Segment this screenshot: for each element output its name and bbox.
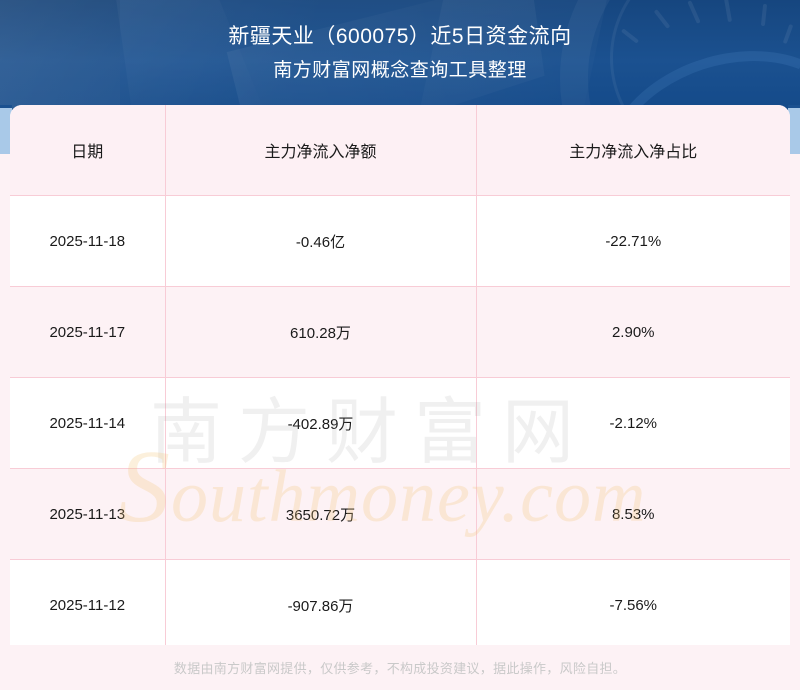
banner-accent-strip-left [0,108,12,154]
cell-net-ratio: -22.71% [476,195,790,287]
table-row: 2025-11-18 -0.46亿 -22.71% [10,195,790,287]
footer: 数据由南方财富网提供，仅供参考，不构成投资建议，据此操作，风险自担。 [0,645,800,690]
fund-flow-table-container: 日期 主力净流入净额 主力净流入净占比 2025-11-18 -0.46亿 -2… [10,105,790,651]
cell-date: 2025-11-18 [10,195,166,287]
cell-net-amount: 3650.72万 [165,468,477,560]
cell-net-amount: -0.46亿 [165,195,477,287]
column-header-net-amount: 主力净流入净额 [165,105,477,196]
table-row: 2025-11-17 610.28万 2.90% [10,286,790,378]
fund-flow-table: 日期 主力净流入净额 主力净流入净占比 2025-11-18 -0.46亿 -2… [10,105,790,651]
column-header-net-ratio: 主力净流入净占比 [476,105,790,196]
cell-net-amount: -907.86万 [165,559,477,651]
column-header-date: 日期 [10,105,166,196]
table-body: 2025-11-18 -0.46亿 -22.71% 2025-11-17 610… [10,195,790,651]
cell-date: 2025-11-17 [10,286,166,378]
table-header-row: 日期 主力净流入净额 主力净流入净占比 [10,105,790,196]
disclaimer-text: 数据由南方财富网提供，仅供参考，不构成投资建议，据此操作，风险自担。 [173,661,627,676]
table-row: 2025-11-12 -907.86万 -7.56% [10,559,790,651]
cell-date: 2025-11-13 [10,468,166,560]
cell-net-ratio: -2.12% [476,377,790,469]
page-title: 新疆天业（600075）近5日资金流向 [228,25,572,48]
cell-net-ratio: 2.90% [476,286,790,378]
cell-net-ratio: 8.53% [476,468,790,560]
page-subtitle: 南方财富网概念查询工具整理 [273,60,527,82]
banner-accent-strip-right [788,108,800,154]
table-header: 日期 主力净流入净额 主力净流入净占比 [10,105,790,196]
banner-title-group: 新疆天业（600075）近5日资金流向 南方财富网概念查询工具整理 [0,0,800,84]
cell-net-amount: 610.28万 [165,286,477,378]
table-row: 2025-11-14 -402.89万 -2.12% [10,377,790,469]
cell-date: 2025-11-12 [10,559,166,651]
cell-net-amount: -402.89万 [165,377,477,469]
cell-date: 2025-11-14 [10,377,166,469]
table-row: 2025-11-13 3650.72万 8.53% [10,468,790,560]
cell-net-ratio: -7.56% [476,559,790,651]
